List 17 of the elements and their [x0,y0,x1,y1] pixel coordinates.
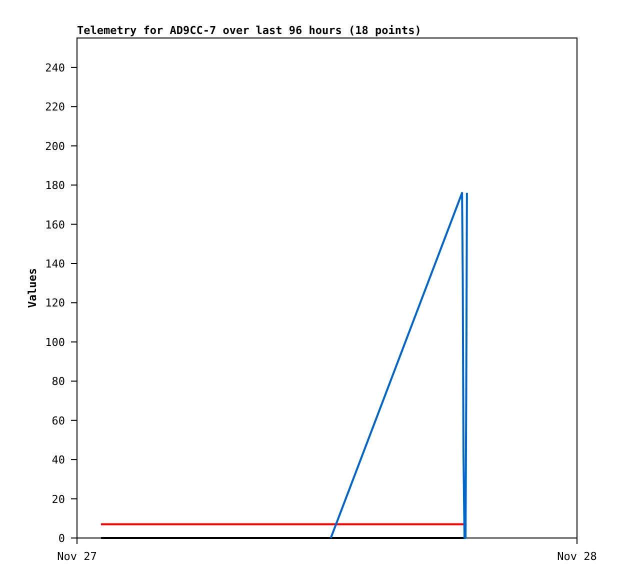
y-tick-label: 180 [45,179,65,192]
y-tick-label: 0 [58,532,65,545]
y-tick-label: 140 [45,257,65,270]
y-tick-label: 240 [45,61,65,74]
y-tick-label: 200 [45,140,65,153]
y-tick-label: 220 [45,100,65,114]
y-tick-label: 60 [52,414,65,428]
y-tick-label: 20 [52,492,65,506]
y-tick-label: 120 [45,296,65,310]
y-tick-label: 160 [45,218,65,232]
y-tick-label: 80 [52,375,65,388]
y-tick-label: 100 [45,336,65,349]
x-tick-label: Nov 28 [557,550,597,563]
y-tick-label: 40 [52,454,65,467]
x-tick-label: Nov 27 [57,550,97,563]
chart-title: Telemetry for AD9CC-7 over last 96 hours (18 points) [77,24,422,37]
y-axis-title: Values [26,268,39,308]
